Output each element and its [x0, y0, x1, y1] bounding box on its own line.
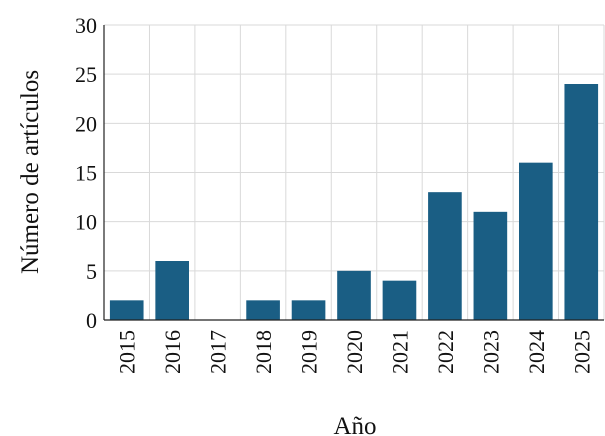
bar-2019	[291, 300, 326, 320]
bar-2022	[428, 192, 462, 320]
bar-2020	[337, 270, 371, 320]
x-tick-label: 2025	[569, 330, 594, 374]
axes	[103, 25, 604, 321]
bar-2024	[519, 162, 553, 320]
y-tick-label: 5	[86, 259, 97, 284]
bar-2015	[109, 300, 144, 320]
x-tick-label: 2019	[297, 330, 322, 374]
x-tick-label: 2017	[206, 330, 231, 374]
bar-2021	[382, 280, 417, 320]
x-tick-label: 2022	[433, 330, 458, 374]
x-axis-label: Año	[333, 413, 376, 436]
x-tick-label: 2018	[251, 330, 276, 374]
x-tick-labels: 2015 2016 2017 2018 2019 2020 2021 2022 2023 2024…	[115, 330, 595, 374]
x-tick-label: 2020	[342, 330, 367, 374]
y-tick-label: 25	[75, 62, 97, 87]
y-tick-label: 15	[75, 161, 97, 186]
y-tick-label: 30	[75, 13, 97, 38]
bar-2023	[473, 211, 508, 320]
y-tick-label: 20	[75, 111, 97, 136]
x-tick-label: 2023	[478, 330, 503, 374]
bar-2025	[564, 84, 599, 320]
bars	[109, 84, 599, 320]
y-tick-label: 0	[86, 308, 97, 333]
bar-2016	[155, 261, 189, 320]
x-tick-label: 2016	[160, 330, 185, 374]
x-tick-label: 2021	[387, 330, 412, 374]
bar-2018	[246, 300, 280, 320]
y-tick-labels: 0 5 10 15 20 25 30	[75, 13, 97, 333]
gridlines	[103, 24, 605, 321]
y-axis-label: Número de artículos	[17, 70, 44, 274]
x-tick-label: 2015	[115, 330, 140, 374]
y-tick-label: 10	[75, 210, 97, 235]
x-tick-label: 2024	[524, 330, 549, 374]
